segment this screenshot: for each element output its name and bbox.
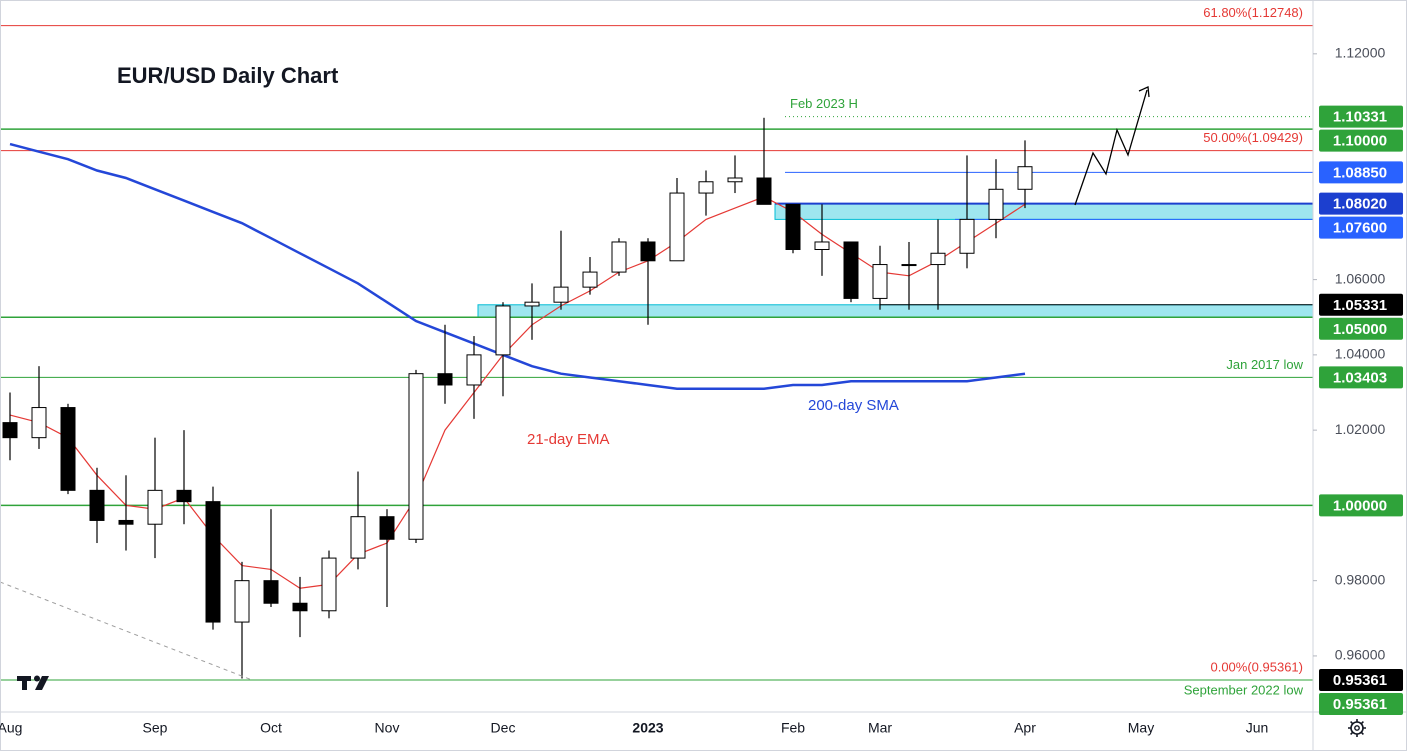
level-note: Feb 2023 H: [790, 96, 858, 111]
candle-body: [234, 580, 250, 623]
level-label: 1.05331: [1333, 297, 1387, 314]
support-zone: [477, 304, 1313, 318]
candle-body: [988, 188, 1004, 220]
level-note: 0.00%(0.95361): [1210, 659, 1303, 674]
candle-body: [727, 177, 743, 183]
candle-body: [408, 373, 424, 540]
candle-body: [147, 489, 163, 525]
level-label: 1.07600: [1333, 220, 1387, 237]
candle-body: [60, 407, 76, 491]
level-label-box: [1319, 293, 1403, 316]
candle-body: [553, 286, 569, 303]
y-tick-label: 0.98000: [1335, 571, 1386, 587]
trend-line: [0, 581, 253, 681]
y-tick-label: 1.04000: [1335, 346, 1386, 362]
level-label: 1.00000: [1333, 497, 1387, 514]
candle-body: [524, 301, 540, 307]
level-note: Jan 2017 low: [1226, 357, 1303, 372]
candle-body: [176, 489, 192, 503]
level-label: 1.05000: [1333, 321, 1387, 338]
candle-body: [814, 241, 830, 251]
x-tick-label: Dec: [491, 720, 516, 736]
level-label: 1.08020: [1333, 196, 1387, 213]
candle-body: [640, 241, 656, 262]
level-label-box: [1319, 216, 1403, 239]
candle-body: [669, 192, 685, 262]
candle-body: [466, 354, 482, 386]
candle-body: [437, 373, 453, 386]
candle-body: [495, 305, 511, 356]
candle-body: [350, 516, 366, 559]
support-zone: [774, 203, 1313, 220]
candle-body: [89, 489, 105, 521]
x-tick-label: Feb: [781, 720, 805, 736]
plot-area: [0, 25, 1313, 681]
level-note: September 2022 low: [1184, 682, 1304, 697]
level-label-box: [1319, 668, 1403, 691]
level-label-box: [1319, 692, 1403, 715]
level-label-box: [1319, 129, 1403, 152]
level-label-box: [1319, 494, 1403, 517]
candle-body: [582, 271, 598, 288]
candle-body: [263, 580, 279, 604]
candle-body: [292, 602, 308, 612]
x-tick-label: Mar: [868, 720, 892, 736]
x-tick-label: Apr: [1014, 720, 1036, 736]
x-tick-label: Jun: [1246, 720, 1269, 736]
y-tick-label: 1.12000: [1335, 45, 1386, 61]
candle-body: [756, 177, 772, 205]
level-label: 0.95361: [1333, 672, 1387, 689]
x-tick-label: Nov: [375, 720, 400, 736]
projection-arrowhead: [1138, 86, 1150, 98]
level-label-box: [1319, 105, 1403, 128]
candle-body: [379, 516, 395, 540]
x-tick-label: Sep: [143, 720, 168, 736]
candle-body: [205, 501, 221, 623]
level-note: 50.00%(1.09429): [1203, 130, 1303, 145]
logo: [17, 675, 49, 690]
candle-body: [901, 264, 917, 267]
settings-icon[interactable]: [1348, 719, 1366, 737]
chart-title: EUR/USD Daily Chart: [117, 63, 339, 88]
candle-body: [611, 241, 627, 273]
x-tick-label: Aug: [0, 720, 22, 736]
level-label: 1.08850: [1333, 164, 1387, 181]
level-label: 0.95361: [1333, 696, 1387, 713]
candle-body: [843, 241, 859, 299]
level-label-box: [1319, 192, 1403, 215]
level-label-box: [1319, 366, 1403, 389]
level-note: 61.80%(1.12748): [1203, 5, 1303, 20]
x-tick-label: Oct: [260, 720, 282, 736]
level-label: 1.10331: [1333, 109, 1387, 126]
candle-body: [31, 407, 47, 439]
candle-body: [959, 218, 975, 254]
x-tick-label: May: [1128, 720, 1154, 736]
x-tick-label: 2023: [632, 720, 663, 736]
candle-body: [321, 557, 337, 612]
candle-body: [785, 203, 801, 251]
level-label: 1.03403: [1333, 369, 1387, 386]
candle-body: [698, 181, 714, 194]
candle-body: [872, 264, 888, 299]
y-tick-label: 1.06000: [1335, 270, 1386, 286]
y-tick-label: 0.96000: [1335, 647, 1386, 663]
level-label-box: [1319, 317, 1403, 340]
level-label-box: [1319, 161, 1403, 184]
moving-average-line: [9, 142, 1026, 390]
y-tick-label: 1.02000: [1335, 421, 1386, 437]
level-label: 1.10000: [1333, 133, 1387, 150]
candle-body: [118, 519, 134, 525]
series-label: 21-day EMA: [527, 431, 610, 448]
candle-body: [930, 252, 946, 266]
projection-path: [1074, 89, 1148, 206]
candle-body: [1017, 166, 1033, 190]
candle-body: [2, 422, 18, 439]
series-label: 200-day SMA: [808, 397, 899, 414]
